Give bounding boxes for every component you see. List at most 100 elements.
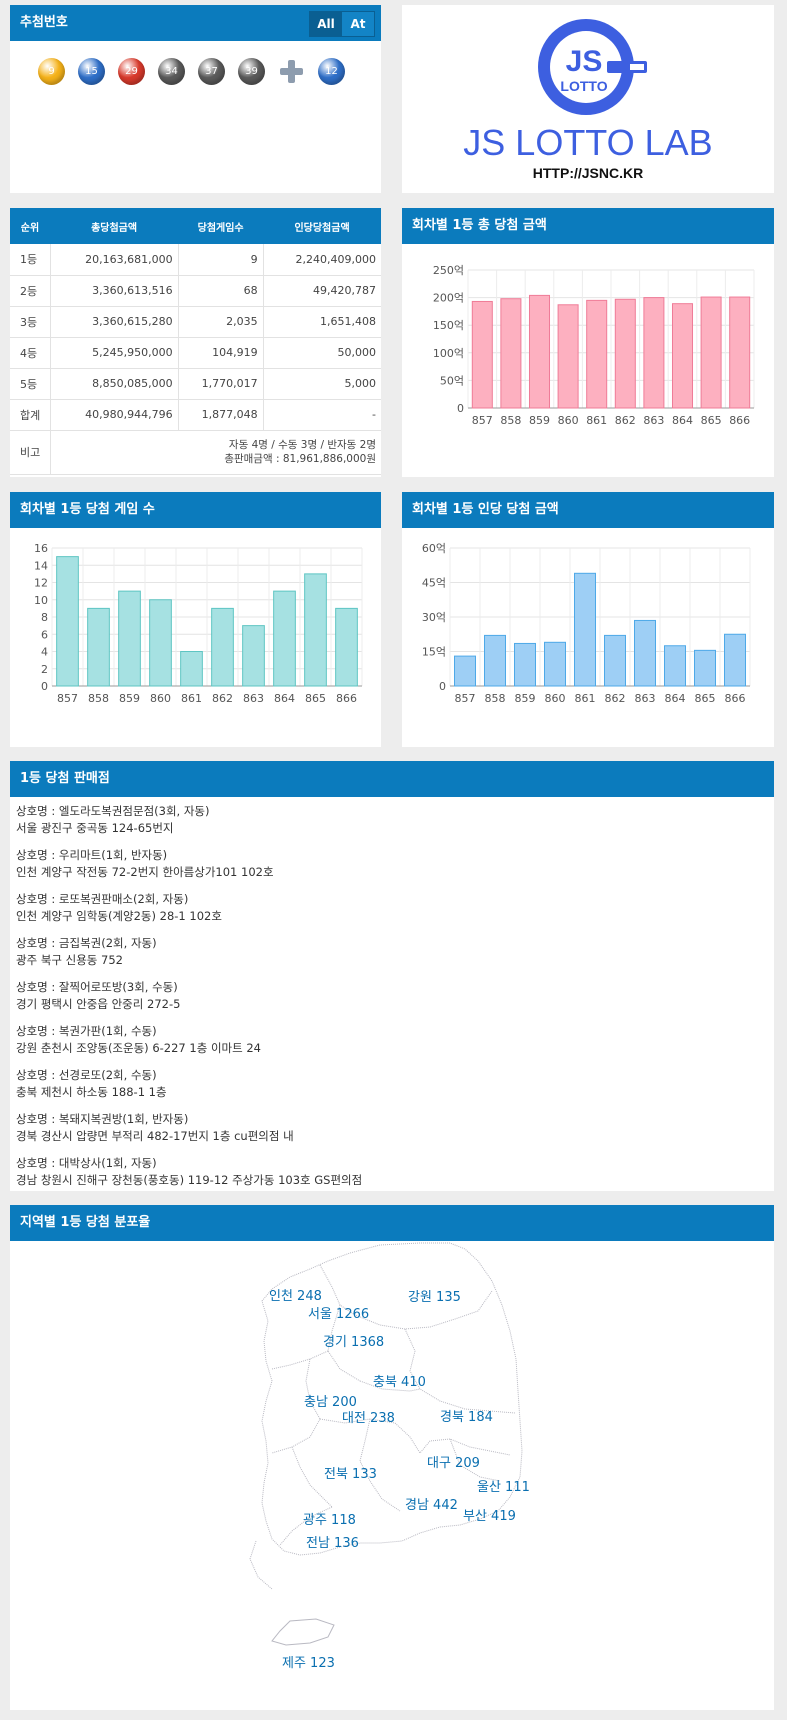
games-cell: 1,877,048	[178, 399, 264, 431]
per-person-cell: -	[263, 399, 381, 431]
chart-bar	[544, 641, 566, 687]
total-cell: 8,850,085,000	[50, 368, 179, 400]
region-label-chungbuk: 충북 410	[373, 1375, 426, 1390]
table-row: 4등 5,245,950,000 104,919 50,000	[10, 337, 381, 369]
y-tick-label: 15억	[422, 646, 446, 659]
rank-cell: 2등	[10, 275, 51, 307]
chart-bar	[664, 645, 686, 687]
number-ball: 37	[198, 58, 225, 85]
y-tick-label: 2	[41, 663, 48, 676]
x-tick-label: 858	[485, 692, 506, 705]
rank-cell: 3등	[10, 306, 51, 338]
list-item: 상호명 : 대박상사(1회, 자동) 경남 창원시 진해구 장천동(풍호동) 11…	[16, 1155, 768, 1189]
x-tick-label: 862	[605, 692, 626, 705]
chart-bar	[56, 556, 79, 687]
korea-map	[249, 1242, 523, 1646]
region-header: 지역별 1등 당첨 분포율	[10, 1205, 774, 1241]
list-item: 상호명 : 엘도라도복권점문점(3회, 자동) 서울 광진구 중곡동 124-65…	[16, 803, 768, 837]
note-line-2: 총판매금액 : 81,961,886,000원	[224, 453, 376, 465]
x-tick-label: 866	[725, 692, 746, 705]
store-list: 상호명 : 엘도라도복권점문점(3회, 자동) 서울 광진구 중곡동 124-65…	[10, 797, 774, 1189]
chart-bar	[471, 300, 493, 409]
region-label-busan: 부산 419	[463, 1509, 516, 1524]
chart-bar	[614, 298, 636, 409]
y-tick-label: 10	[34, 594, 48, 607]
x-tick-label: 858	[88, 692, 109, 705]
total-cell: 40,980,944,796	[50, 399, 179, 431]
badge-top-text: JS	[566, 45, 603, 78]
chart-per-person-header: 회차별 1등 인당 당첨 금액	[402, 492, 774, 528]
per-person-cell: 5,000	[263, 368, 381, 400]
y-tick-label: 50억	[440, 374, 464, 387]
x-tick-label: 857	[57, 692, 78, 705]
x-tick-label: 857	[472, 414, 493, 427]
prize-table: 순위 총당첨금액 당첨게임수 인당당첨금액 1등 20,163,681,000 …	[10, 208, 381, 475]
x-tick-label: 858	[500, 414, 521, 427]
filter-at-button[interactable]: At	[342, 12, 374, 36]
chart-panel-per-person: 회차별 1등 인당 당첨 금액 0 15억 30억 45억 60억 857 858 859 86…	[402, 492, 774, 747]
x-tick-label: 860	[150, 692, 171, 705]
y-tick-label: 6	[41, 628, 48, 641]
y-tick-label: 30억	[422, 611, 446, 624]
chart-bar	[273, 590, 296, 687]
y-tick-label: 12	[34, 577, 48, 590]
plus-icon	[278, 58, 305, 85]
x-tick-label: 865	[701, 414, 722, 427]
y-tick-label: 200억	[433, 292, 464, 305]
list-item: 상호명 : 선경로또(2회, 수동) 충북 제천시 하소동 188-1 1층	[16, 1067, 768, 1101]
chart-bar	[724, 633, 746, 687]
y-tick-label: 0	[439, 680, 446, 693]
games-cell: 9	[178, 244, 264, 276]
store-address: 경기 평택시 안중읍 안중리 272-5	[16, 997, 181, 1011]
per-person-cell: 49,420,787	[263, 275, 381, 307]
x-tick-label: 860	[545, 692, 566, 705]
list-item: 상호명 : 로또복권판매소(2회, 자동) 인천 계양구 임학동(계양2동) 28…	[16, 891, 768, 925]
store-address: 광주 북구 신용동 752	[16, 953, 123, 967]
chart-bar	[671, 303, 694, 409]
col-per-person: 인당당첨금액	[263, 208, 381, 244]
chart-bar	[87, 607, 110, 687]
chart-bar	[149, 599, 172, 687]
prize-panel: 순위 총당첨금액 당첨게임수 인당당첨금액 1등 20,163,681,000 …	[10, 208, 381, 477]
stores-panel: 1등 당첨 판매점 상호명 : 엘도라도복권점문점(3회, 자동) 서울 광진구 …	[10, 761, 774, 1191]
note-line-1: 자동 4명 / 수동 3명 / 반자동 2명	[228, 439, 376, 451]
badge-bottom-text: LOTTO	[560, 78, 607, 94]
x-tick-label: 863	[243, 692, 264, 705]
store-address: 충북 제천시 하소동 188-1 1층	[16, 1085, 167, 1099]
x-tick-label: 865	[305, 692, 326, 705]
store-address: 서울 광진구 중곡동 124-65번지	[16, 821, 174, 835]
store-address: 인천 계양구 임학동(계양2동) 28-1 102호	[16, 909, 222, 923]
chart-games-header: 회차별 1등 당첨 게임 수	[10, 492, 381, 528]
col-rank: 순위	[10, 208, 50, 244]
x-tick-label: 864	[665, 692, 686, 705]
col-games: 당첨게임수	[178, 208, 264, 244]
chart-bar	[500, 298, 522, 409]
y-tick-label: 16	[34, 542, 48, 555]
per-person-cell: 2,240,409,000	[263, 244, 381, 276]
per-person-cell: 50,000	[263, 337, 381, 369]
js-lotto-logo: JS LOTTO JS LOTTO LAB HTTP://JSNC.KR	[463, 19, 713, 181]
y-tick-label: 0	[457, 402, 464, 415]
chart-bar	[528, 294, 551, 409]
store-name: 상호명 : 복권가판(1회, 수동)	[16, 1024, 157, 1038]
chart-bar	[700, 296, 722, 409]
filter-toggle: All At	[309, 11, 375, 37]
games-cell: 68	[178, 275, 264, 307]
number-ball: 15	[78, 58, 105, 85]
chart-bar	[118, 590, 141, 687]
games-cell: 1,770,017	[178, 368, 264, 400]
list-item: 상호명 : 복돼지복권방(1회, 반자동) 경북 경산시 압량면 부적리 482-…	[16, 1111, 768, 1145]
draw-panel: 추첨번호 All At 9 15 29 34 37 39 12	[10, 5, 381, 193]
x-tick-label: 865	[695, 692, 716, 705]
number-ball: 34	[158, 58, 185, 85]
filter-all-button[interactable]: All	[310, 12, 342, 36]
total-cell: 20,163,681,000	[50, 244, 179, 276]
chart-bar	[643, 297, 665, 409]
games-cell: 104,919	[178, 337, 264, 369]
x-tick-label: 861	[575, 692, 596, 705]
logo-panel: JS LOTTO JS LOTTO LAB HTTP://JSNC.KR	[402, 5, 774, 193]
list-item: 상호명 : 복권가판(1회, 수동) 강원 춘천시 조양동(조운동) 6-227 …	[16, 1023, 768, 1057]
x-tick-label: 864	[672, 414, 693, 427]
chart-bar	[694, 649, 716, 687]
region-label-incheon: 인천 248	[269, 1289, 322, 1304]
